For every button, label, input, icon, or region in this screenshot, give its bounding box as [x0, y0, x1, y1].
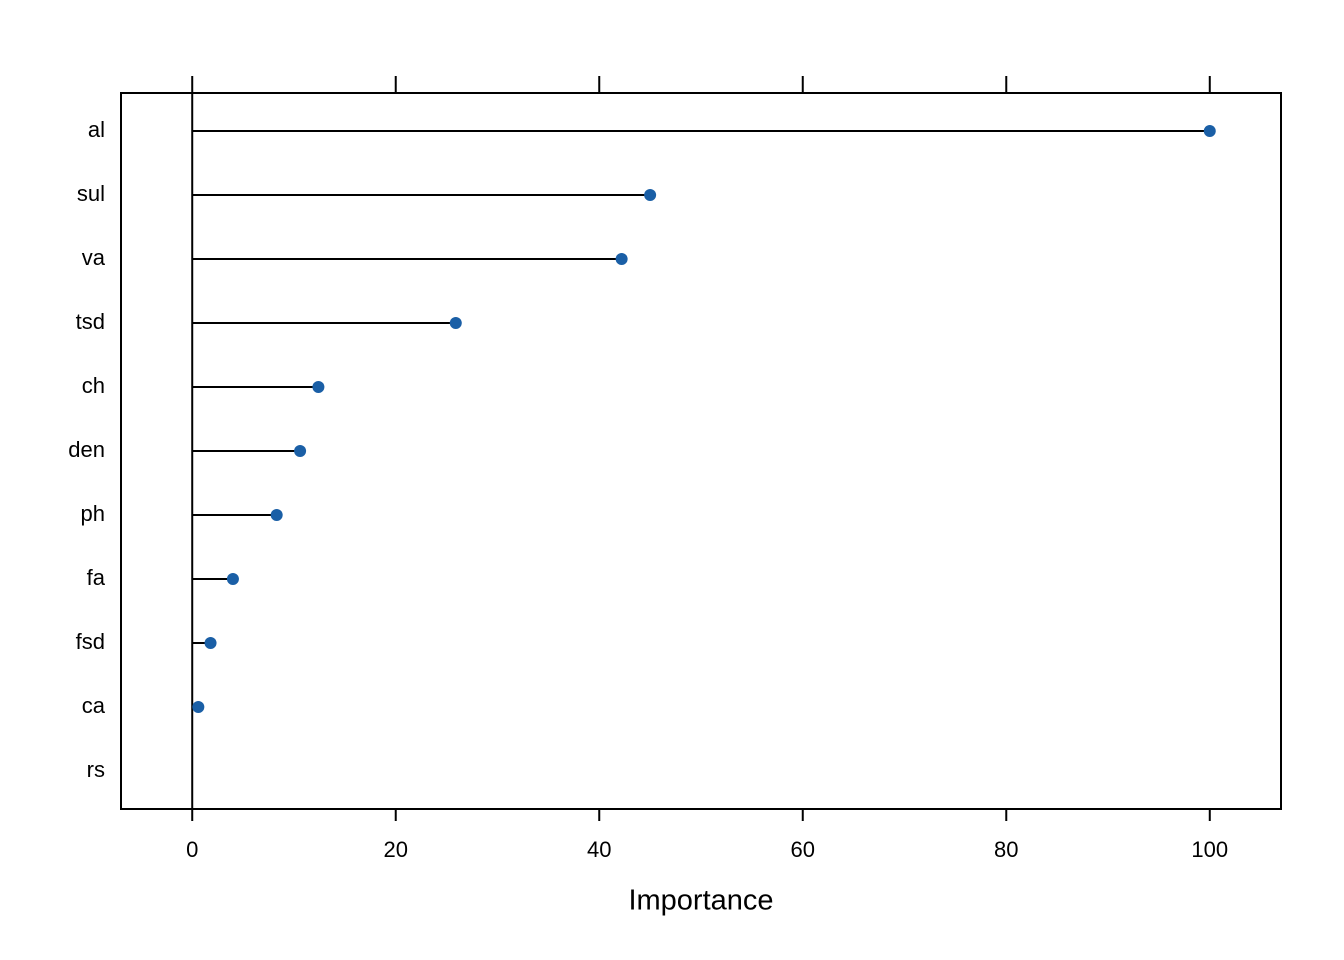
- dot: [192, 701, 205, 713]
- plot-frame: [120, 92, 1282, 810]
- x-tick-label: 20: [383, 837, 407, 862]
- x-tick-label: 60: [791, 837, 815, 862]
- y-tick-label: sul: [77, 181, 105, 206]
- dot: [449, 317, 462, 329]
- dot: [1203, 125, 1216, 137]
- y-tick-label: va: [82, 245, 106, 270]
- dot: [615, 253, 628, 265]
- y-tick-label: fsd: [76, 629, 105, 654]
- x-tick-label: 100: [1191, 837, 1228, 862]
- dot: [226, 573, 239, 585]
- y-tick-label: fa: [87, 565, 106, 590]
- x-tick-label: 80: [994, 837, 1018, 862]
- y-tick-label: ph: [81, 501, 105, 526]
- dot: [270, 509, 283, 521]
- x-axis-label: Importance: [628, 885, 773, 917]
- y-tick-label: al: [88, 117, 105, 142]
- y-tick-label: ch: [82, 373, 105, 398]
- y-tick-label: ca: [82, 693, 106, 718]
- dot: [204, 637, 217, 649]
- x-tick-label: 40: [587, 837, 611, 862]
- x-tick-label: 0: [186, 837, 198, 862]
- y-tick-label: den: [68, 437, 105, 462]
- dot: [294, 445, 307, 457]
- y-tick-label: rs: [87, 757, 105, 782]
- dot: [644, 189, 657, 201]
- y-tick-label: tsd: [76, 309, 105, 334]
- dot: [312, 381, 325, 393]
